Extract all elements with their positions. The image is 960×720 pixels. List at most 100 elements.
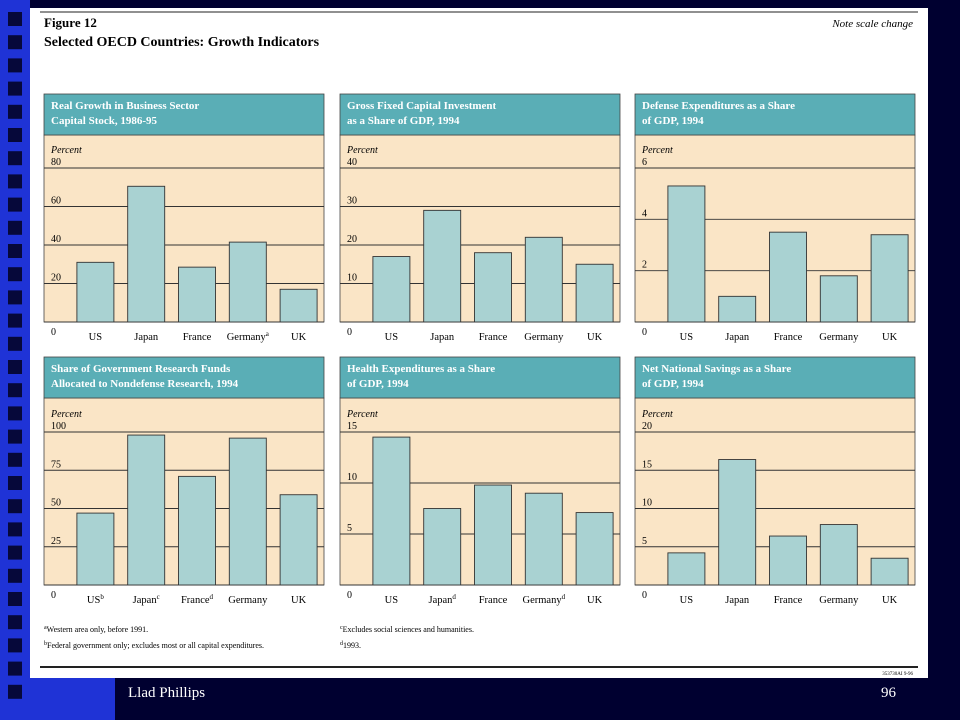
bar: [718, 295, 757, 323]
figure-title: Selected OECD Countries: Growth Indicato…: [44, 35, 320, 50]
category-name: France: [479, 595, 508, 606]
x-tick-label: France: [774, 332, 803, 343]
bar: [474, 252, 512, 323]
category-note: d: [452, 593, 456, 601]
x-tick-label: Germany: [819, 595, 859, 606]
category-name: US: [385, 595, 399, 606]
figure-code: 353730AI 9-96: [882, 672, 913, 677]
corner-block: [0, 678, 115, 720]
square: [8, 81, 22, 96]
square: [8, 290, 22, 305]
category-name: France: [774, 595, 803, 606]
y-axis-label: Percent: [50, 409, 82, 420]
bar: [279, 494, 318, 586]
footnote-mark: d: [340, 641, 343, 647]
bar: [423, 508, 462, 586]
footnote: aWestern area only, before 1991.: [44, 625, 148, 634]
y-tick-label: 20: [347, 234, 357, 245]
category-name: Germany: [227, 332, 267, 343]
panel-header: [339, 356, 621, 399]
panel-header: [634, 356, 916, 399]
x-tick-label: Germany: [819, 332, 859, 343]
x-tick-label: USb: [87, 593, 104, 606]
category-name: UK: [882, 332, 898, 343]
bar: [667, 552, 706, 586]
square: [8, 476, 22, 490]
bar: [178, 266, 216, 323]
category-name: France: [183, 332, 212, 343]
category-name: US: [385, 332, 399, 343]
category-name: Germany: [819, 595, 859, 606]
footnote-text: Excludes social sciences and humanities.: [343, 625, 474, 634]
y-axis-label: Percent: [346, 409, 378, 420]
panel-title: as a Share of GDP, 1994: [347, 115, 460, 127]
footer-author: Llad Phillips: [128, 685, 205, 701]
square: [8, 661, 22, 676]
square: [8, 174, 22, 189]
category-name: France: [181, 595, 210, 606]
category-note: c: [157, 593, 160, 601]
x-tick-label: Germany: [524, 332, 564, 343]
y-tick-label: 40: [51, 234, 61, 245]
panel-title: of GDP, 1994: [347, 378, 409, 390]
bar: [76, 512, 115, 586]
x-tick-label: UK: [882, 595, 898, 606]
bar: [372, 436, 411, 586]
square: [8, 244, 22, 258]
category-name: Japan: [430, 332, 455, 343]
square: [8, 568, 22, 583]
y-tick-label: 2: [642, 260, 647, 271]
category-name: US: [87, 595, 101, 606]
category-name: Germany: [228, 595, 268, 606]
square: [8, 104, 22, 119]
square: [8, 406, 22, 421]
category-name: France: [774, 332, 803, 343]
y-tick-label: 6: [642, 157, 647, 168]
square-column: [8, 12, 22, 699]
x-tick-label: Japan: [725, 332, 750, 343]
x-tick-label: US: [89, 332, 103, 343]
category-note: b: [100, 593, 104, 601]
square: [8, 313, 22, 328]
footnote: cExcludes social sciences and humanities…: [340, 625, 474, 634]
square: [8, 360, 22, 374]
x-tick-label: US: [385, 595, 399, 606]
square: [8, 35, 22, 50]
x-tick-label: Japan: [134, 332, 159, 343]
footnote-mark: c: [340, 625, 343, 631]
bar: [769, 231, 807, 323]
category-name: US: [89, 332, 103, 343]
footnote-mark: b: [44, 641, 47, 647]
bar: [279, 288, 318, 323]
bar: [667, 185, 706, 323]
y-tick-label: 75: [51, 459, 61, 470]
category-name: Japan: [428, 595, 453, 606]
bar: [769, 535, 807, 586]
category-note: d: [562, 593, 566, 601]
bar: [870, 234, 909, 323]
square: [8, 383, 22, 398]
y-tick-label: 0: [642, 590, 647, 601]
bar: [718, 459, 757, 586]
square: [8, 58, 22, 73]
square: [8, 128, 22, 142]
category-name: Germany: [819, 332, 859, 343]
square: [8, 267, 22, 282]
y-tick-label: 0: [51, 327, 56, 338]
x-tick-label: France: [183, 332, 212, 343]
footnote: bFederal government only; excludes most …: [44, 641, 264, 650]
bar: [474, 484, 512, 586]
x-tick-label: US: [680, 595, 694, 606]
square: [8, 220, 22, 235]
footnote-mark: a: [44, 625, 47, 631]
scale-note: Note scale change: [831, 18, 913, 30]
panel-title: Share of Government Research Funds: [51, 363, 231, 375]
bar: [575, 263, 614, 323]
y-tick-label: 0: [51, 590, 56, 601]
panel-title: of GDP, 1994: [642, 378, 704, 390]
y-tick-label: 15: [347, 421, 357, 432]
x-tick-label: Japan: [430, 332, 455, 343]
panel-title: Net National Savings as a Share: [642, 363, 791, 375]
y-tick-label: 40: [347, 157, 357, 168]
